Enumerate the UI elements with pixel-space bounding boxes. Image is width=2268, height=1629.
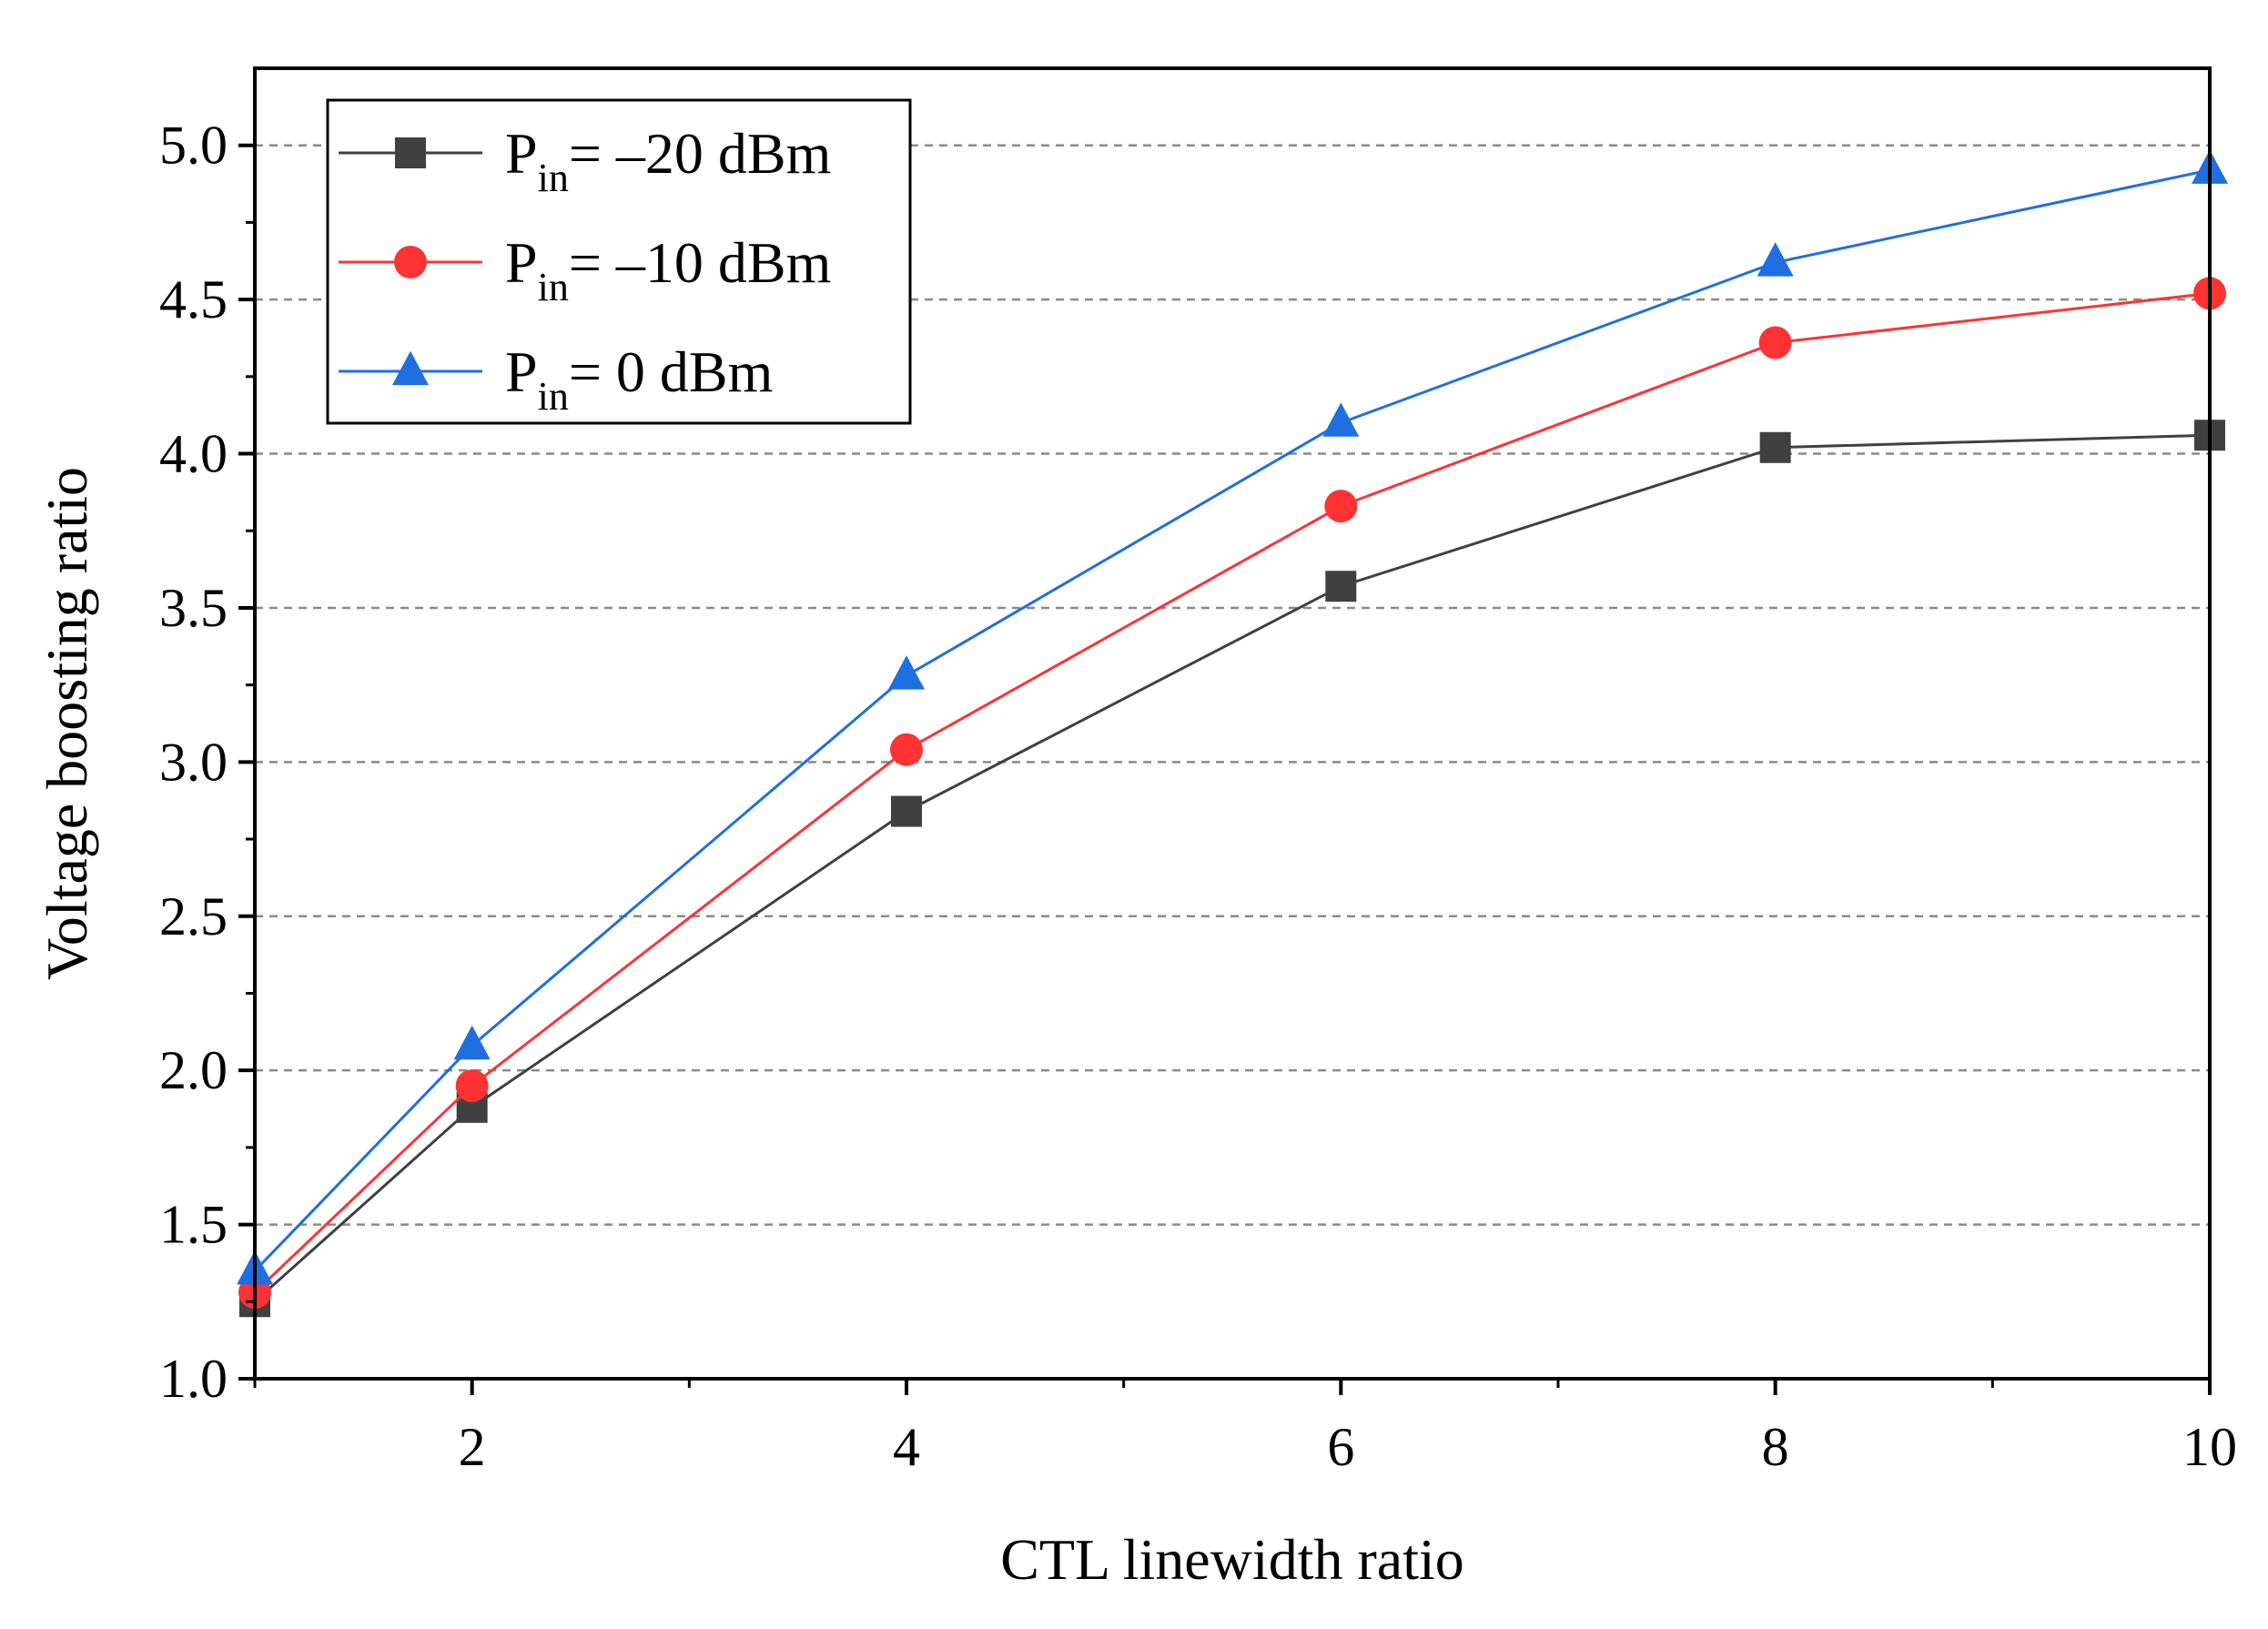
y-tick-label: 4.0 <box>159 424 228 484</box>
plot-area-frame <box>253 66 2212 1381</box>
legend-marker <box>395 137 426 168</box>
data-point <box>1325 571 1357 602</box>
legend-marker <box>394 246 427 278</box>
y-tick-label: 2.0 <box>159 1040 228 1100</box>
data-point <box>1757 242 1794 277</box>
data-point <box>1322 402 1360 437</box>
data-point <box>888 655 925 690</box>
legend-item-1: Pin= –20 dBm <box>339 121 831 200</box>
y-tick-label: 1.0 <box>159 1349 228 1409</box>
legend-label: Pin= –20 dBm <box>505 121 831 200</box>
series-line <box>253 168 2211 1272</box>
legend-marker <box>392 350 429 386</box>
x-axis-title: CTL linewidth ratio <box>1000 1527 1464 1592</box>
data-point <box>891 795 922 827</box>
y-tick-label: 2.5 <box>159 886 228 946</box>
series-line <box>254 433 2211 1303</box>
data-point <box>890 733 923 766</box>
y-tick-label: 3.0 <box>159 732 228 792</box>
legend-label: Pin= –10 dBm <box>505 230 831 309</box>
data-point <box>1324 490 1358 523</box>
x-tick-label: 10 <box>2182 1417 2237 1477</box>
data-point <box>1759 431 1791 463</box>
y-tick-label: 1.5 <box>159 1195 228 1255</box>
x-tick-label: 6 <box>1327 1417 1354 1477</box>
x-tick-label: 8 <box>1762 1417 1789 1477</box>
legend: Pin= –20 dBm Pin= –10 dBm Pin= 0 dBm <box>326 98 912 425</box>
y-tick-label: 3.5 <box>159 578 228 638</box>
y-axis-title: Voltage boosting ratio <box>35 467 99 980</box>
series-line <box>253 291 2211 1294</box>
data-point <box>1758 326 1792 359</box>
axes: 1.0 1.5 2.0 2.5 3.0 3.5 4.0 4.5 5.0 2 4 6 8 10 <box>159 116 2237 1477</box>
legend-label: Pin= 0 dBm <box>505 339 773 419</box>
legend-item-3: Pin= 0 dBm <box>339 339 773 419</box>
data-point <box>453 1025 491 1060</box>
y-tick-label: 4.5 <box>159 269 228 329</box>
y-tick-label: 5.0 <box>159 116 228 176</box>
grid-lines <box>255 144 2210 1226</box>
x-tick-label: 4 <box>893 1417 920 1477</box>
x-tick-label: 2 <box>459 1417 486 1477</box>
data-point <box>455 1069 489 1103</box>
legend-item-2: Pin= –10 dBm <box>339 230 831 309</box>
